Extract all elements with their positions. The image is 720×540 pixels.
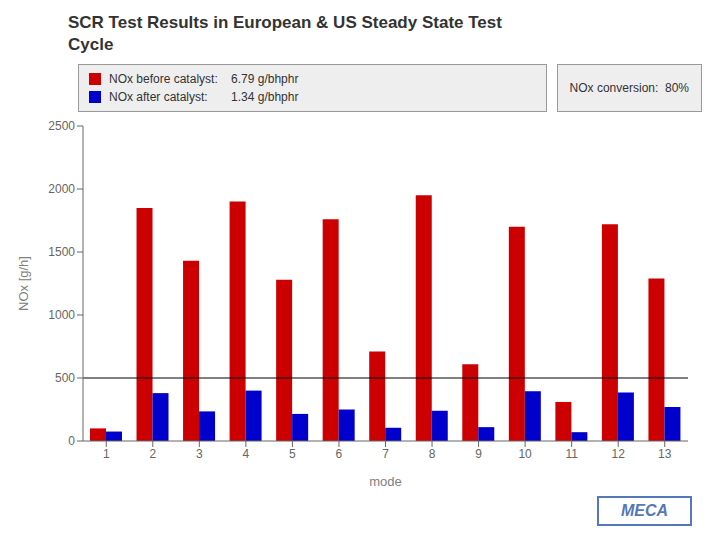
svg-text:7: 7 (382, 447, 389, 461)
svg-text:2: 2 (149, 447, 156, 461)
html-text:NOx before catalyst: 6.79 g/bh: NOx before catalyst: 6.79 g/bhphr (109, 72, 299, 86)
svg-text:6: 6 (336, 447, 343, 461)
svg-text:13: 13 (658, 447, 672, 461)
svg-text:0: 0 (68, 434, 75, 448)
html-text:Cycle: Cycle (68, 35, 114, 54)
svg-text:500: 500 (55, 371, 75, 385)
svg-text:2500: 2500 (48, 119, 75, 133)
svg-text:NOx [g/h]: NOx [g/h] (16, 256, 31, 311)
html-text:NOx conversion: 80%: NOx conversion: 80% (569, 81, 689, 95)
svg-text:5: 5 (289, 447, 296, 461)
html-text:SCR Test Results in European &: SCR Test Results in European & US Steady… (68, 13, 502, 32)
svg-text:11: 11 (565, 447, 578, 461)
svg-text:2000: 2000 (48, 182, 75, 196)
svg-text:10: 10 (518, 447, 532, 461)
svg-text:9: 9 (475, 447, 482, 461)
html-text:NOx after catalyst: 1.34 g/bhp: NOx after catalyst: 1.34 g/bhphr (109, 90, 299, 104)
svg-text:8: 8 (429, 447, 436, 461)
html-text:MECA: MECA (620, 502, 668, 519)
svg-text:1: 1 (103, 447, 110, 461)
svg-text:mode: mode (369, 474, 402, 489)
svg-text:1000: 1000 (48, 308, 75, 322)
svg-text:4: 4 (243, 447, 250, 461)
svg-text:1500: 1500 (48, 245, 75, 259)
svg-text:3: 3 (196, 447, 203, 461)
svg-text:12: 12 (612, 447, 626, 461)
